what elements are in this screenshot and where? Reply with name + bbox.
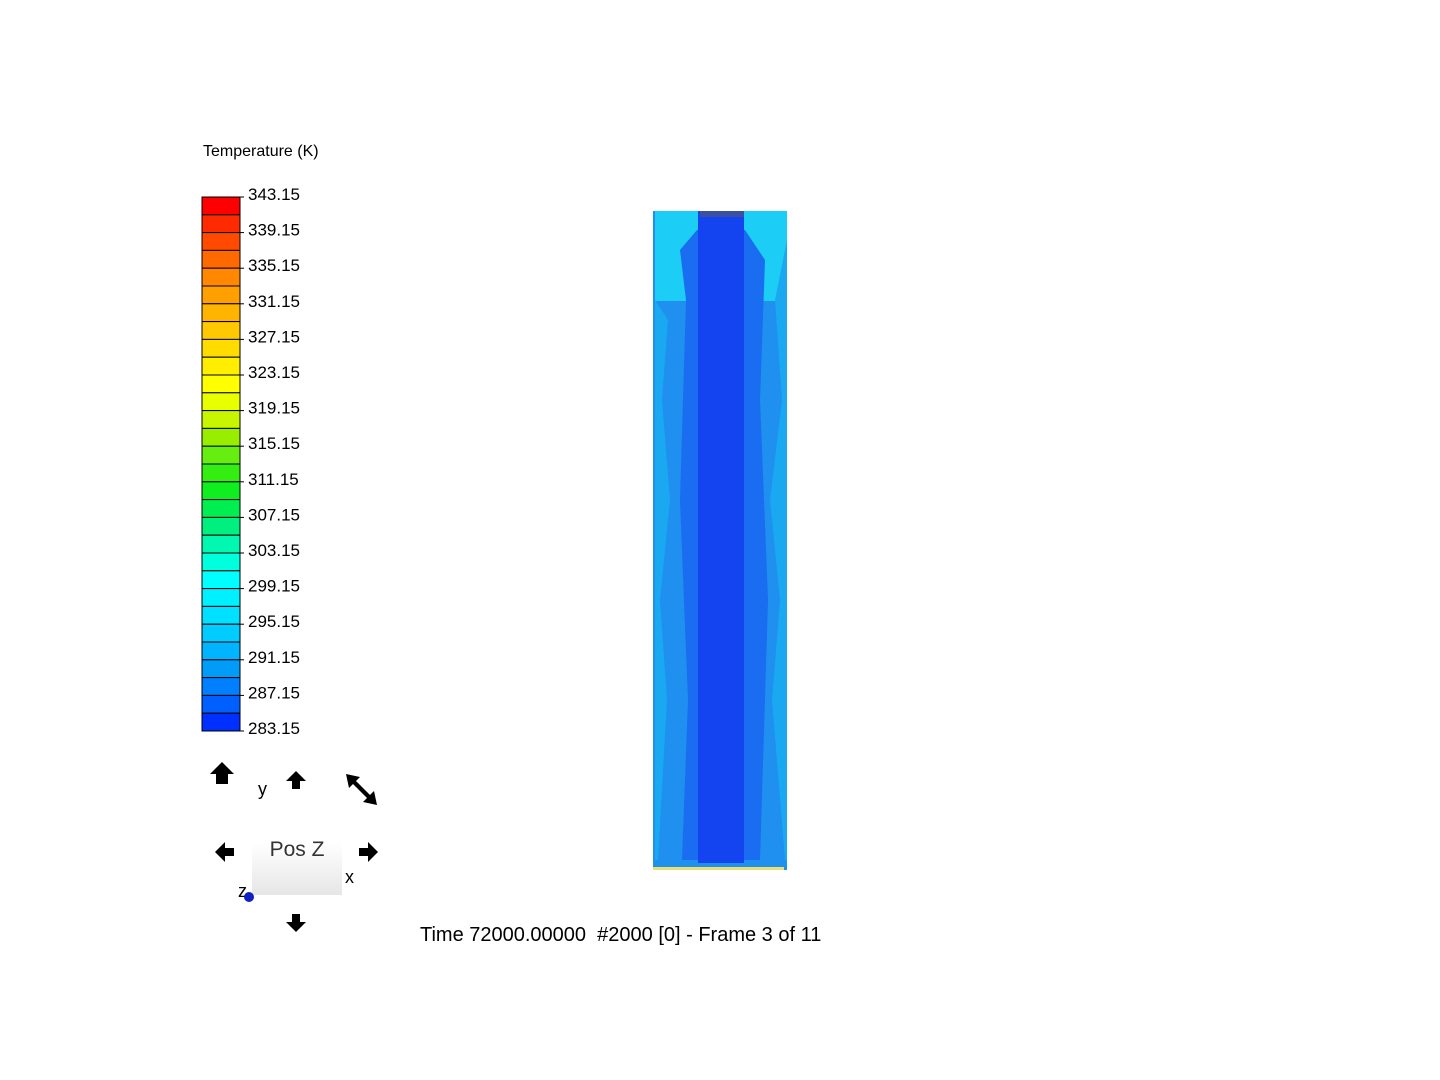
zoom-arrow[interactable] [346,774,377,805]
color-band [201,267,241,287]
rotate-right-arrow[interactable] [359,842,378,862]
color-band [201,232,241,251]
color-band [201,427,241,447]
color-band [201,356,241,376]
legend-title: Temperature (K) [203,143,319,160]
model-region [655,300,670,860]
color-band [201,338,241,358]
model [653,211,787,870]
model-region [770,240,787,860]
tick-label: 319.15 [248,399,300,418]
color-band [201,534,241,554]
axis-label: y [258,779,267,799]
color-band [201,285,241,305]
color-band [201,481,241,501]
color-band [201,321,241,340]
color-band [201,445,241,465]
color-bar: 343.15 339.15 335.15 331.15 327.15 323.15 319.… [201,185,300,738]
color-band [201,677,241,696]
tick-label: 343.15 [248,185,300,204]
tick-label: 335.15 [248,256,300,275]
axis-label: x [345,867,354,887]
color-band [201,196,241,216]
status-text: Time 72000.00000 #2000 [0] - Frame 3 of … [420,924,821,946]
color-band [201,623,241,643]
tick-label: 311.15 [248,470,299,489]
tick-label: 339.15 [248,221,300,240]
color-band [201,694,241,714]
model-core [698,211,744,863]
color-band [201,303,241,323]
color-band [201,641,241,661]
color-band [201,659,241,679]
tick-label: 327.15 [248,327,300,346]
color-band [201,552,241,572]
color-band [201,712,241,732]
model-edge [653,867,784,870]
tick-label: 307.15 [248,505,300,524]
axis-origin [244,892,254,902]
tick-label: 303.15 [248,541,300,560]
model-cap [700,211,744,217]
color-band [201,605,241,625]
rotate-left-arrow[interactable] [215,842,234,862]
color-band [201,499,241,518]
rotate-up-arrow[interactable] [286,771,306,789]
view-up-arrow[interactable] [210,762,234,784]
view-button-label[interactable]: Pos Z [270,838,325,861]
tick-label: 291.15 [248,648,300,667]
color-band [201,374,241,394]
tick-label: 283.15 [248,719,300,738]
rotate-down-arrow[interactable] [286,914,306,932]
view-button[interactable] [252,843,342,895]
tick-label: 287.15 [248,683,300,702]
color-band [201,214,241,234]
color-band [201,570,241,590]
color-band [201,410,241,429]
tick-label: 323.15 [248,363,300,382]
tick-label: 295.15 [248,612,300,631]
color-band [201,392,241,412]
orientation-widget: y x z Pos Z [210,762,378,932]
color-band [201,516,241,536]
color-band [201,463,241,483]
color-band [201,588,241,607]
tick-label: 315.15 [248,434,300,453]
tick-label: 331.15 [248,292,300,311]
color-band [201,249,241,269]
tick-label: 299.15 [248,577,300,596]
axis-label: z [238,881,247,901]
